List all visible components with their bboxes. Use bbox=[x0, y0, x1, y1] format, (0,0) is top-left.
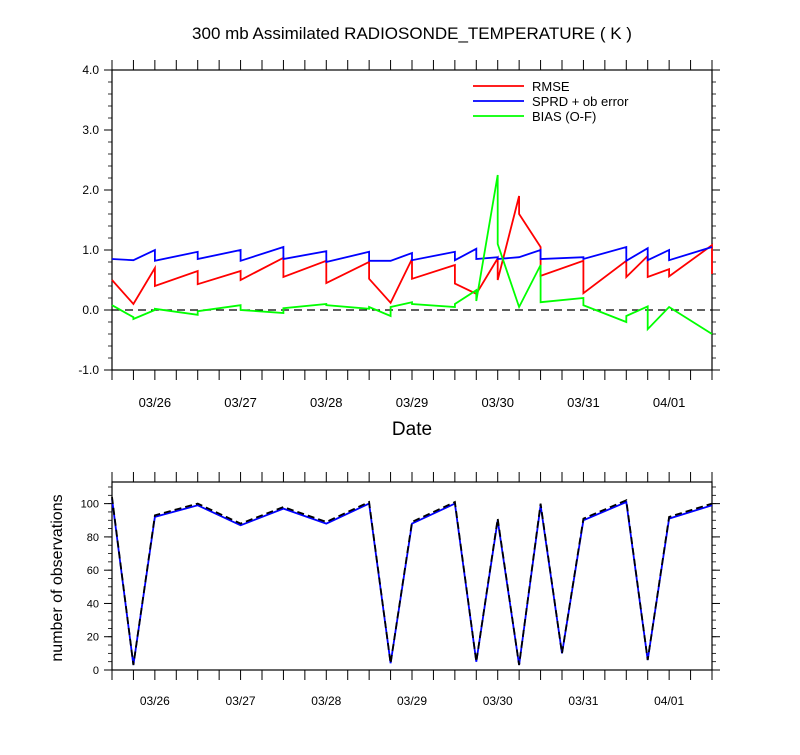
main-xtick-label: 03/31 bbox=[567, 395, 600, 410]
obs-ytick-label: 60 bbox=[87, 565, 99, 577]
main-xtick-label: 03/26 bbox=[139, 395, 172, 410]
x-axis-label: Date bbox=[392, 419, 432, 440]
main-xtick-label: 03/29 bbox=[396, 395, 429, 410]
obs-ytick-label: 0 bbox=[93, 665, 99, 677]
main-ytick-label: 2.0 bbox=[82, 183, 99, 197]
main-ytick-label: 0.0 bbox=[82, 303, 99, 317]
obs-ytick-label: 100 bbox=[81, 499, 99, 511]
obs-xtick-label: 03/29 bbox=[397, 694, 427, 708]
series-line-total bbox=[111, 496, 713, 666]
legend-label: RMSE bbox=[532, 79, 570, 94]
main-ytick-label: 4.0 bbox=[82, 63, 99, 77]
obs-ytick-label: 40 bbox=[87, 598, 99, 610]
obs-xtick-label: 03/27 bbox=[226, 694, 256, 708]
legend-label: BIAS (O-F) bbox=[532, 109, 596, 124]
obs-plot-frame bbox=[111, 481, 713, 671]
obs-ytick-label: 80 bbox=[87, 532, 99, 544]
main-ytick-label: 3.0 bbox=[82, 123, 99, 137]
obs-xtick-label: 04/01 bbox=[654, 694, 684, 708]
y-axis-label-observations: number of observations bbox=[49, 494, 66, 661]
series-line-rmse bbox=[111, 195, 713, 306]
main-xtick-label: 03/30 bbox=[481, 395, 514, 410]
main-plot-frame bbox=[111, 69, 713, 371]
series-line-sprd-ob-error bbox=[111, 245, 713, 264]
obs-xtick-label: 03/31 bbox=[568, 694, 598, 708]
obs-xtick-label: 03/28 bbox=[311, 694, 341, 708]
main-ytick-label: 1.0 bbox=[82, 243, 99, 257]
main-xtick-label: 04/01 bbox=[653, 395, 686, 410]
obs-xtick-label: 03/26 bbox=[140, 694, 170, 708]
legend-label: SPRD + ob error bbox=[532, 94, 629, 109]
obs-xtick-label: 03/30 bbox=[483, 694, 513, 708]
series-line-bias-o-f- bbox=[111, 174, 713, 335]
series-line-used bbox=[111, 498, 713, 666]
main-xtick-label: 03/27 bbox=[224, 395, 257, 410]
chart-title: 300 mb Assimilated RADIOSONDE_TEMPERATUR… bbox=[192, 24, 632, 43]
main-ytick-label: -1.0 bbox=[78, 363, 99, 377]
obs-ytick-label: 20 bbox=[87, 632, 99, 644]
main-xtick-label: 03/28 bbox=[310, 395, 343, 410]
